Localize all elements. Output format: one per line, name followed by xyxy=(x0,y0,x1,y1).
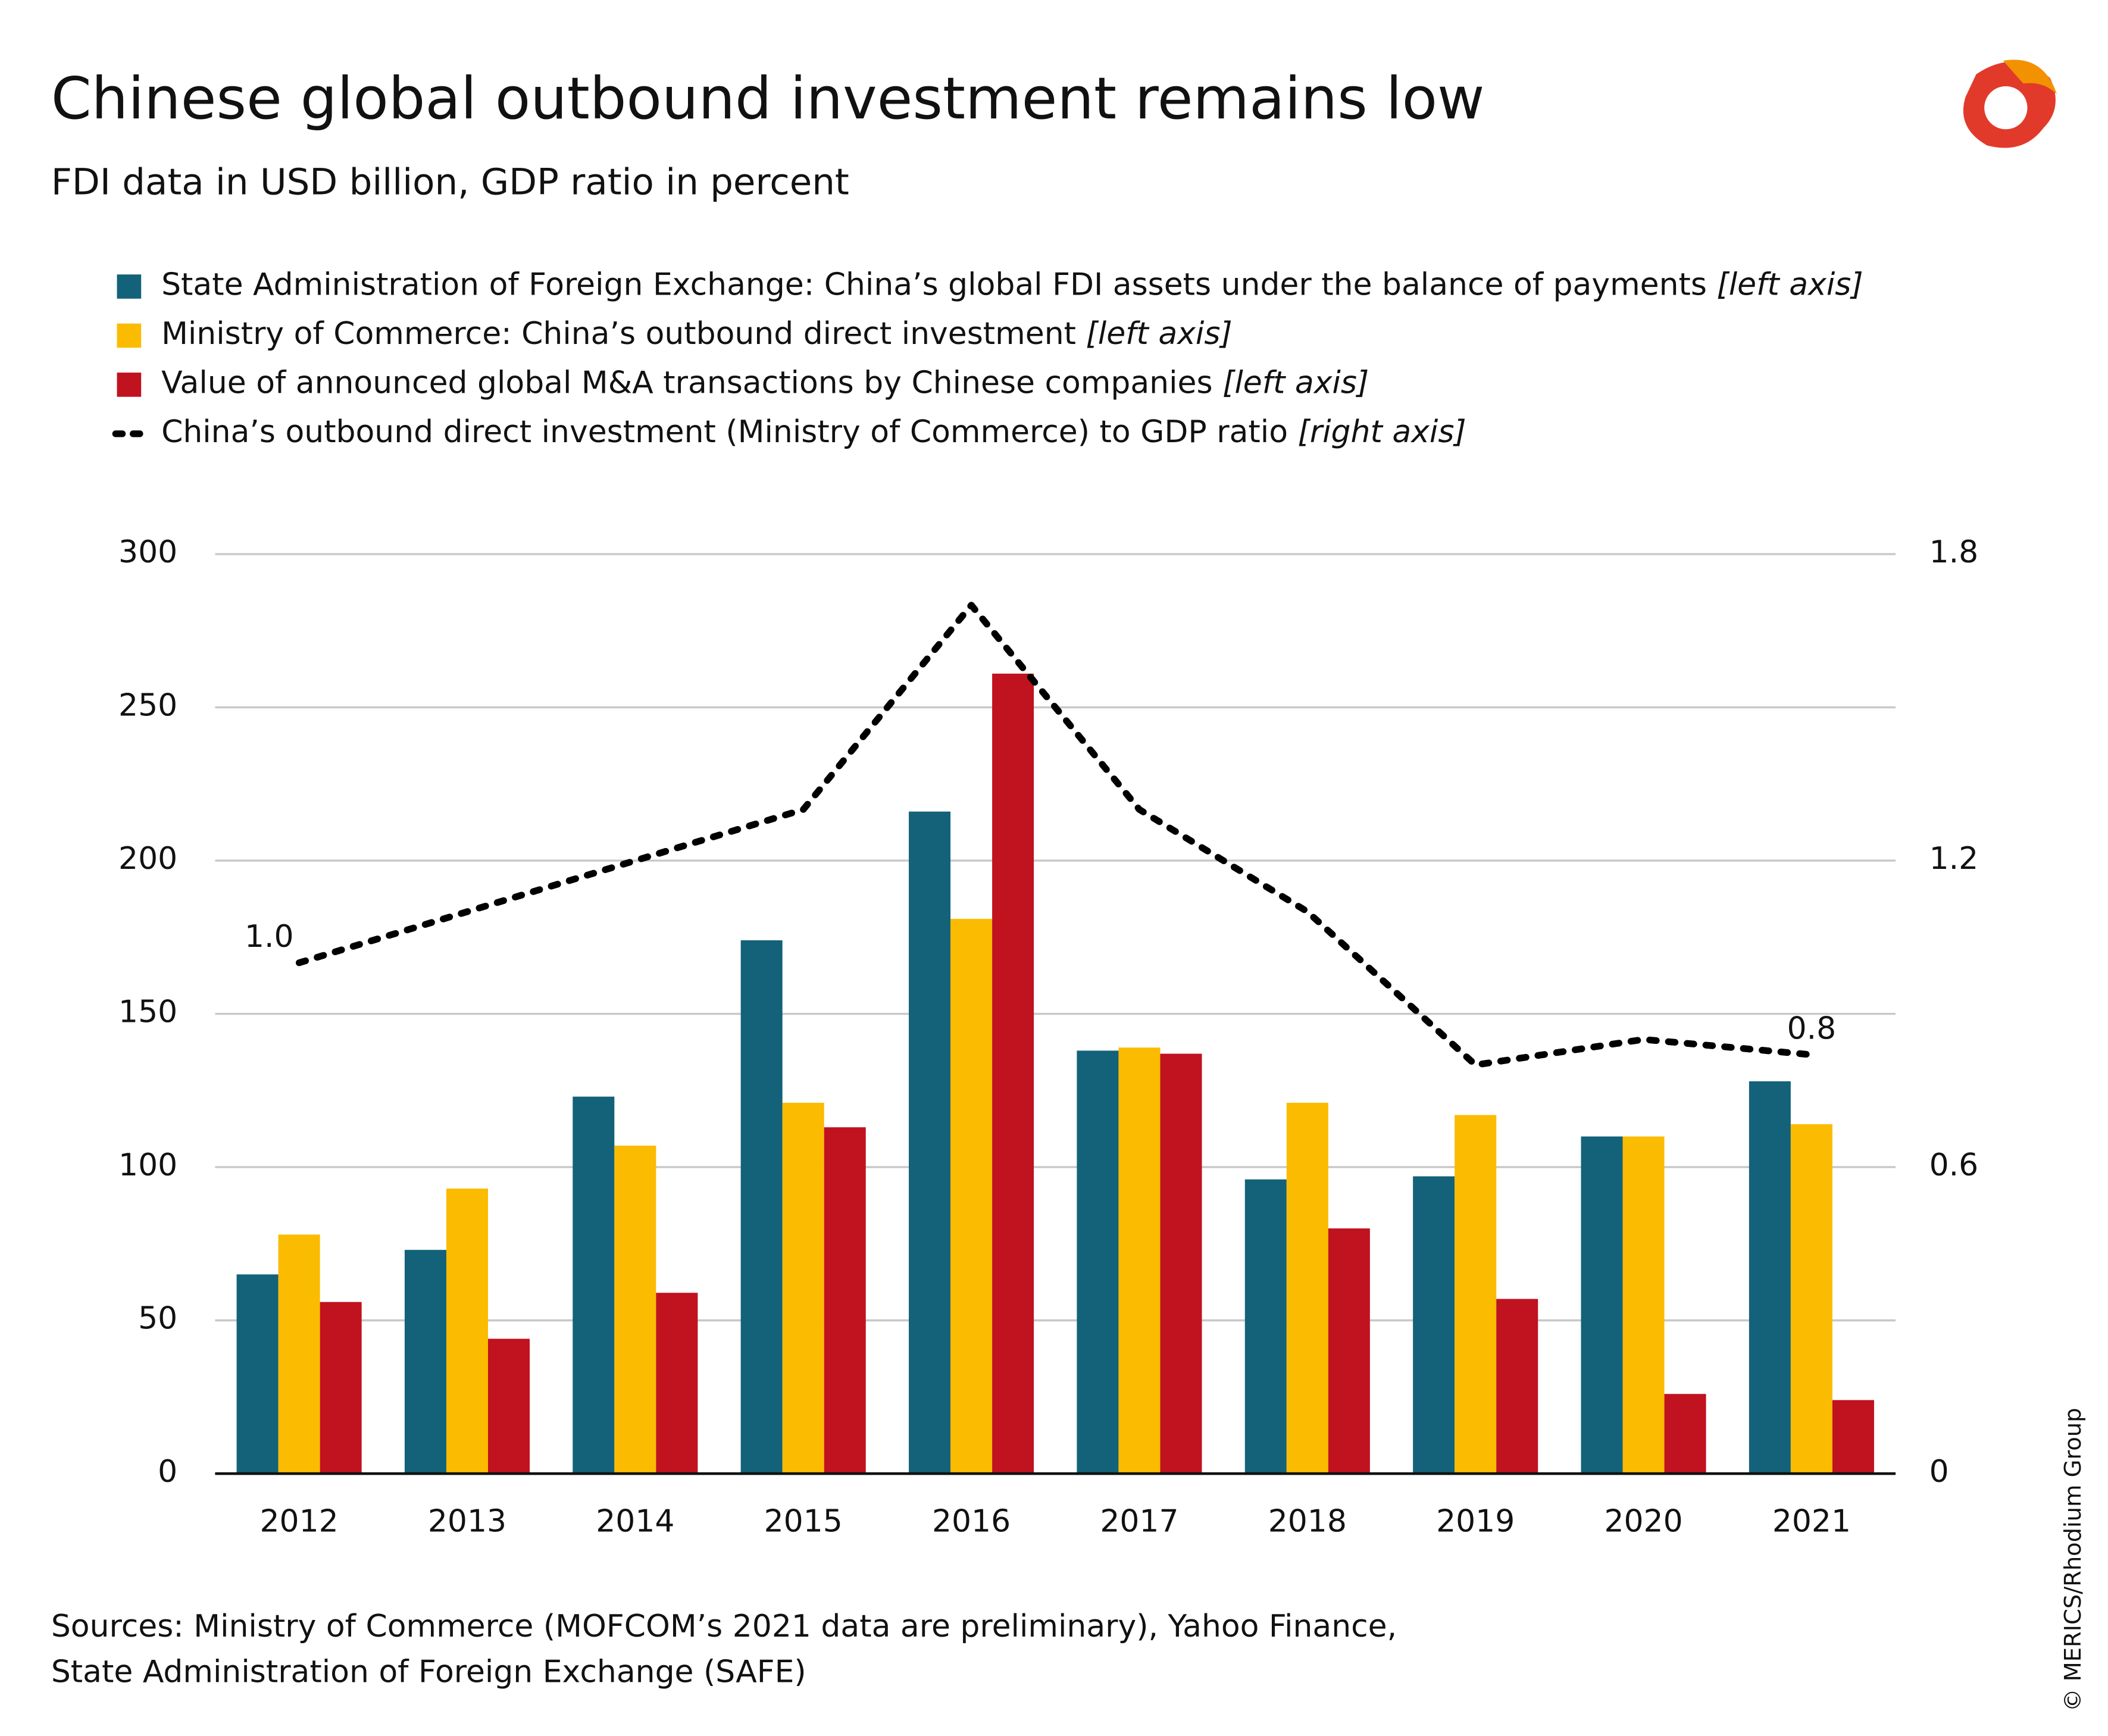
y-tick-label: 200 xyxy=(118,841,177,877)
bar xyxy=(1832,1400,1874,1474)
note: Sources: Ministry of Commerce (MOFCOM’s … xyxy=(51,1609,1397,1644)
legend-note: [left axis] xyxy=(1716,267,1863,303)
bar xyxy=(1244,1179,1287,1474)
y-tick-label: 150 xyxy=(118,994,177,1030)
legend-name: Value of announced global M&A transactio… xyxy=(161,365,1212,401)
y2-tick-label: 1.8 xyxy=(1929,534,1979,570)
bar xyxy=(573,1096,615,1474)
x-tick-label: 2014 xyxy=(596,1504,674,1540)
bar xyxy=(1749,1081,1791,1474)
x-tick-label: 2020 xyxy=(1604,1504,1682,1540)
y-tick-label: 50 xyxy=(138,1301,177,1337)
x-tick-label: 2017 xyxy=(1100,1504,1178,1540)
x-tick-label: 2018 xyxy=(1268,1504,1347,1540)
legend-note: [left axis] xyxy=(1086,316,1233,352)
x-tick-label: 2019 xyxy=(1436,1504,1515,1540)
logo xyxy=(1963,60,2057,148)
bar xyxy=(1581,1136,1623,1474)
bar xyxy=(1413,1176,1455,1474)
y-tick-label: 300 xyxy=(118,534,177,570)
x-tick-label: 2016 xyxy=(932,1504,1011,1540)
bar xyxy=(950,918,993,1474)
legend-label: Value of announced global M&A transactio… xyxy=(161,365,1369,401)
bar xyxy=(1160,1053,1202,1474)
bar xyxy=(1496,1299,1538,1474)
bar xyxy=(1328,1228,1370,1474)
legend-note: [left axis] xyxy=(1222,365,1369,401)
bar xyxy=(656,1293,698,1474)
copyright: © MERICS/Rhodium Group xyxy=(2060,1408,2087,1712)
bar xyxy=(614,1146,656,1474)
legend-name: China’s outbound direct investment (Mini… xyxy=(161,414,1288,450)
value-label: 1.0 xyxy=(245,919,294,955)
value-label: 0.8 xyxy=(1787,1011,1837,1047)
x-tick-label: 2021 xyxy=(1772,1504,1851,1540)
bar xyxy=(1790,1124,1832,1474)
y2-tick-label: 1.2 xyxy=(1929,841,1979,877)
bar xyxy=(278,1234,320,1474)
x-tick-label: 2013 xyxy=(428,1504,506,1540)
logo-shape xyxy=(2003,60,2057,95)
y2-tick-label: 0.6 xyxy=(1929,1147,1979,1183)
bar xyxy=(236,1274,279,1474)
legend-swatch xyxy=(117,373,142,397)
y-tick-label: 250 xyxy=(118,688,177,724)
bar xyxy=(992,673,1034,1474)
chart-subtitle: FDI data in USD billion, GDP ratio in pe… xyxy=(51,161,849,203)
legend-swatch xyxy=(117,274,142,299)
legend-label: China’s outbound direct investment (Mini… xyxy=(161,414,1466,450)
legend-swatch xyxy=(117,323,142,348)
logo-shape xyxy=(1984,86,2028,130)
bar xyxy=(1286,1102,1328,1474)
bar xyxy=(740,940,783,1474)
x-tick-label: 2012 xyxy=(260,1504,339,1540)
x-tick-label: 2015 xyxy=(764,1504,843,1540)
line xyxy=(295,602,1815,1069)
y-tick-label: 100 xyxy=(118,1147,177,1183)
bar xyxy=(404,1250,446,1474)
bar xyxy=(1455,1115,1497,1474)
legend-note: [right axis] xyxy=(1298,414,1466,450)
bar xyxy=(824,1127,866,1474)
chart-title: Chinese global outbound investment remai… xyxy=(51,65,1485,132)
y-tick-label: 0 xyxy=(158,1454,177,1490)
bar xyxy=(1664,1394,1706,1474)
bar xyxy=(1077,1050,1119,1474)
bar xyxy=(782,1102,824,1474)
legend-name: Ministry of Commerce: China’s outbound d… xyxy=(161,316,1076,352)
bar xyxy=(487,1338,530,1474)
legend-label: State Administration of Foreign Exchange… xyxy=(161,267,1863,303)
legend-label: Ministry of Commerce: China’s outbound d… xyxy=(161,316,1233,352)
legend-name: State Administration of Foreign Exchange… xyxy=(161,267,1707,303)
note: State Administration of Foreign Exchange… xyxy=(51,1654,806,1690)
y2-tick-label: 0 xyxy=(1929,1454,1949,1490)
bar xyxy=(1622,1136,1665,1474)
bar xyxy=(446,1188,488,1474)
bar xyxy=(1118,1047,1161,1474)
bar xyxy=(320,1302,362,1474)
bar xyxy=(909,811,951,1474)
